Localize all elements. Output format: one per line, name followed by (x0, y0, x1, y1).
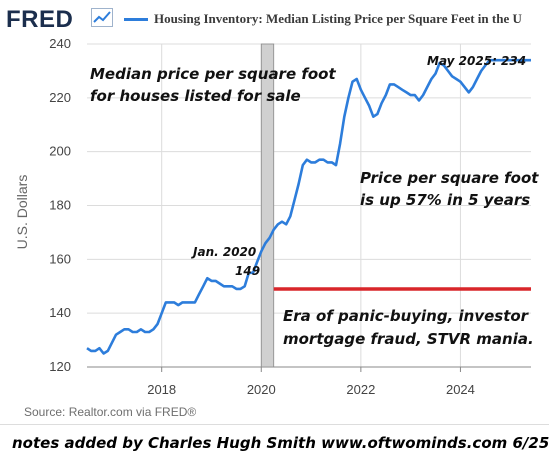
annotation-gain-line1: Price per square foot (360, 169, 539, 187)
y-tick-label: 240 (49, 36, 71, 51)
annotation-jan-label: Jan. 2020 (191, 245, 256, 259)
source-credit: Source: Realtor.com via FRED® (24, 405, 197, 419)
y-tick-label: 120 (49, 359, 71, 374)
y-axis-label: U.S. Dollars (14, 175, 30, 250)
y-tick-label: 140 (49, 305, 71, 320)
y-tick-label: 180 (49, 198, 71, 213)
x-tick-label: 2018 (147, 382, 176, 397)
annotation-peak-label: May 2025: 234 (427, 54, 526, 68)
x-tick-label: 2020 (247, 382, 276, 397)
annotation-gain-line2: is up 57% in 5 years (360, 191, 530, 209)
y-tick-label: 200 (49, 144, 71, 159)
notes-text: notes added by Charles Hugh Smith www.of… (12, 434, 549, 452)
notes-bar: notes added by Charles Hugh Smith www.of… (0, 424, 549, 462)
annotation-title-line1: Median price per square foot (90, 65, 336, 83)
axes (87, 366, 531, 372)
x-tick-label: 2022 (346, 382, 375, 397)
series-legend-line (124, 18, 148, 21)
y-tick-label: 160 (49, 251, 71, 266)
annotation-era-line1: Era of panic-buying, investor (283, 307, 530, 325)
y-tick-label: 220 (49, 90, 71, 105)
annotation-jan-value: 149 (235, 264, 260, 278)
chart-header: FRED Housing Inventory: Median Listing P… (0, 0, 549, 40)
line-chart-icon (91, 8, 113, 27)
series-layer (86, 58, 531, 355)
recession-band (260, 43, 275, 368)
x-tick-label: 2024 (446, 382, 475, 397)
annotation-title-line2: for houses listed for sale (90, 87, 301, 105)
series-line (86, 58, 531, 355)
annotation-era-line2: mortgage fraud, STVR mania. (283, 330, 534, 348)
shaded-period (260, 43, 275, 368)
tick-labels: 120 140 160 180 200 220 240 2018 2020 2022 2024 (49, 36, 475, 397)
series-title[interactable]: Housing Inventory: Median Listing Price … (154, 11, 522, 26)
fred-logo[interactable]: FRED (6, 6, 74, 33)
line-chart: 120 140 160 180 200 220 240 2018 2020 2022 2024 U.… (14, 36, 539, 397)
